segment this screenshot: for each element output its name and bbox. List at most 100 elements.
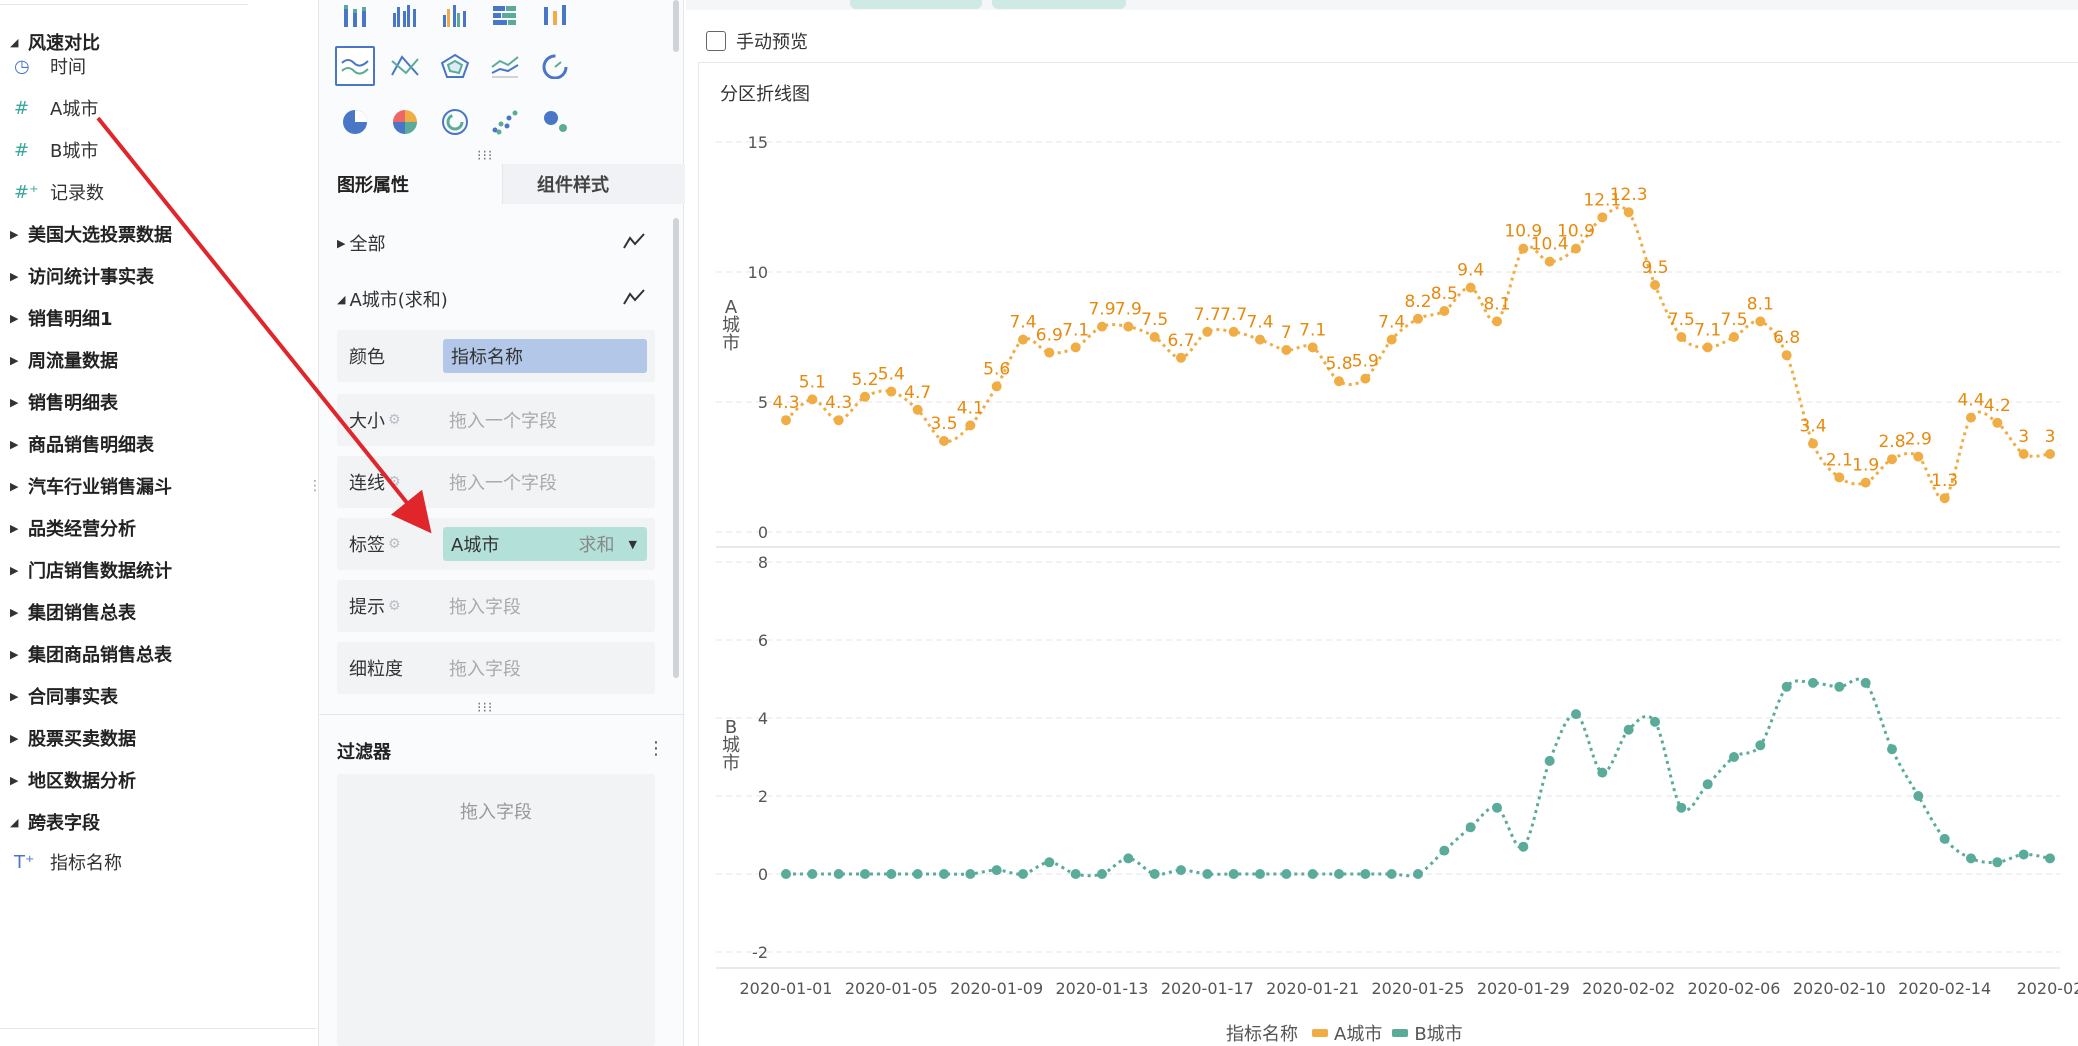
toolbar-tab[interactable] [850, 0, 982, 9]
gear-icon[interactable]: ⚙ [388, 536, 401, 552]
radar-chart-icon[interactable] [435, 46, 475, 86]
data-point [1202, 869, 1213, 879]
field-item[interactable]: ◷ 时间 [14, 46, 86, 86]
data-point [1650, 716, 1660, 727]
data-point [1149, 869, 1160, 879]
dropdown-caret-icon[interactable]: ▼ [628, 537, 637, 551]
field-label: 时间 [50, 57, 86, 78]
tree-group[interactable]: ▶ 销售明细表 [10, 382, 118, 422]
section-resize-handle[interactable]: ⁝⁝⁝ [477, 700, 494, 716]
data-label: 7.9 [1115, 300, 1142, 320]
divider [319, 714, 685, 715]
manual-preview-checkbox[interactable] [706, 31, 726, 51]
y-tick-label: 15 [748, 133, 768, 152]
tab-component-style[interactable]: 组件样式 [501, 164, 685, 204]
data-point [860, 391, 870, 402]
gauge-chart-icon[interactable] [535, 46, 575, 86]
data-label: 8.2 [1404, 292, 1431, 312]
tree-group[interactable]: ▶ 集团商品销售总表 [10, 634, 172, 674]
caret-right-icon: ▶ [10, 731, 19, 745]
line-chart-icon[interactable] [335, 46, 375, 86]
section-resize-handle[interactable]: ⁝⁝⁝ [477, 148, 494, 164]
y-axis-name-char: 城 [722, 735, 740, 756]
tree-group[interactable]: ▶ 合同事实表 [10, 676, 118, 716]
data-label: 10.9 [1557, 222, 1595, 242]
field-label: B城市 [50, 141, 99, 162]
x-tick-label: 2020-02-06 [1688, 979, 1781, 998]
data-point [1439, 845, 1450, 856]
line-type-icon[interactable] [623, 288, 645, 311]
range-bar-chart-icon[interactable] [535, 0, 575, 36]
data-point [1571, 243, 1581, 254]
scatter-chart-icon[interactable] [485, 102, 525, 142]
y-tick-label: 0 [758, 523, 768, 542]
x-tick-label: 2020-01-17 [1161, 979, 1254, 998]
tree-group[interactable]: ▶ 地区数据分析 [10, 760, 136, 800]
divider [0, 4, 248, 5]
legend-item-a[interactable]: A城市 [1334, 1024, 1383, 1045]
field-item[interactable]: T⁺ 指标名称 [14, 842, 122, 882]
area-line-chart-icon[interactable] [485, 46, 525, 86]
drop-zone-placeholder[interactable]: 拖入字段 [449, 597, 521, 618]
group-wind-speed[interactable]: ◢ 风速对比 [10, 22, 100, 62]
data-point [1729, 332, 1739, 342]
color-field-pill[interactable]: 指标名称 [443, 339, 647, 373]
data-label: 8.1 [1483, 294, 1510, 314]
cross-line-chart-icon[interactable] [385, 46, 425, 86]
tree-group[interactable]: ▶ 周流量数据 [10, 340, 118, 380]
data-label: 7.1 [1694, 320, 1721, 340]
y-axis-name-char: 城 [722, 315, 740, 336]
drop-zone-placeholder[interactable]: 拖入一个字段 [449, 473, 557, 494]
toolbar-tab[interactable] [992, 0, 1126, 9]
group-label: 门店销售数据统计 [28, 561, 172, 582]
rose-chart-icon[interactable] [435, 102, 475, 142]
label-field-pill[interactable]: A城市 求和 ▼ [443, 527, 647, 561]
gear-icon[interactable]: ⚙ [388, 598, 401, 614]
data-point [833, 869, 844, 879]
data-point [1044, 347, 1055, 358]
data-point [1676, 802, 1687, 813]
field-item[interactable]: #⁺ 记录数 [14, 172, 104, 212]
chart-title: 分区折线图 [720, 84, 810, 105]
horizontal-bar-chart-icon[interactable] [485, 0, 525, 36]
line-type-icon[interactable] [623, 232, 645, 255]
bubble-chart-icon[interactable] [535, 102, 575, 142]
data-point [1518, 243, 1529, 254]
multi-bar-chart-icon[interactable] [435, 0, 475, 36]
data-point [1492, 802, 1502, 813]
data-point [939, 436, 949, 446]
data-point [1097, 869, 1107, 879]
grouped-bar-chart-icon[interactable] [385, 0, 425, 36]
scrollbar[interactable] [673, 0, 679, 52]
aggregation-label[interactable]: 求和 [578, 535, 615, 556]
data-point [1307, 869, 1318, 879]
filter-drop-zone[interactable]: 拖入字段 [337, 774, 655, 1046]
scrollbar[interactable] [673, 218, 679, 678]
tree-group[interactable]: ▶ 集团销售总表 [10, 592, 136, 632]
data-point [1492, 316, 1502, 327]
field-item[interactable]: # A城市 [14, 88, 98, 128]
data-point [1597, 767, 1608, 778]
group-cross-table[interactable]: ◢ 跨表字段 [10, 802, 100, 842]
stacked-bar-chart-icon[interactable] [335, 0, 375, 36]
legend-item-b[interactable]: B城市 [1414, 1024, 1463, 1045]
more-menu-icon[interactable]: ⋮ [647, 738, 665, 759]
data-point [1992, 857, 2003, 868]
data-label: 5.4 [878, 365, 905, 385]
data-point [1386, 334, 1397, 345]
data-label: 2.1 [1826, 450, 1853, 470]
manual-preview-toggle[interactable]: 手动预览 [706, 28, 808, 54]
drop-zone-placeholder[interactable]: 拖入字段 [449, 659, 521, 680]
number-plus-icon: #⁺ [14, 181, 39, 203]
data-point [965, 869, 976, 879]
tree-group[interactable]: ▶ 门店销售数据统计 [10, 550, 172, 590]
tree-group[interactable]: ▶ 股票买卖数据 [10, 718, 136, 758]
prop-row: 提示 ⚙ 拖入字段 [337, 580, 655, 632]
tree-group[interactable]: ▶ 销售明细1 [10, 298, 113, 338]
data-label: 7.5 [1141, 310, 1168, 330]
field-item[interactable]: # B城市 [14, 130, 98, 170]
data-label: 10.4 [1531, 235, 1569, 255]
data-point [1860, 477, 1871, 488]
data-point [1413, 869, 1423, 879]
drop-zone-placeholder[interactable]: 拖入一个字段 [449, 411, 557, 432]
